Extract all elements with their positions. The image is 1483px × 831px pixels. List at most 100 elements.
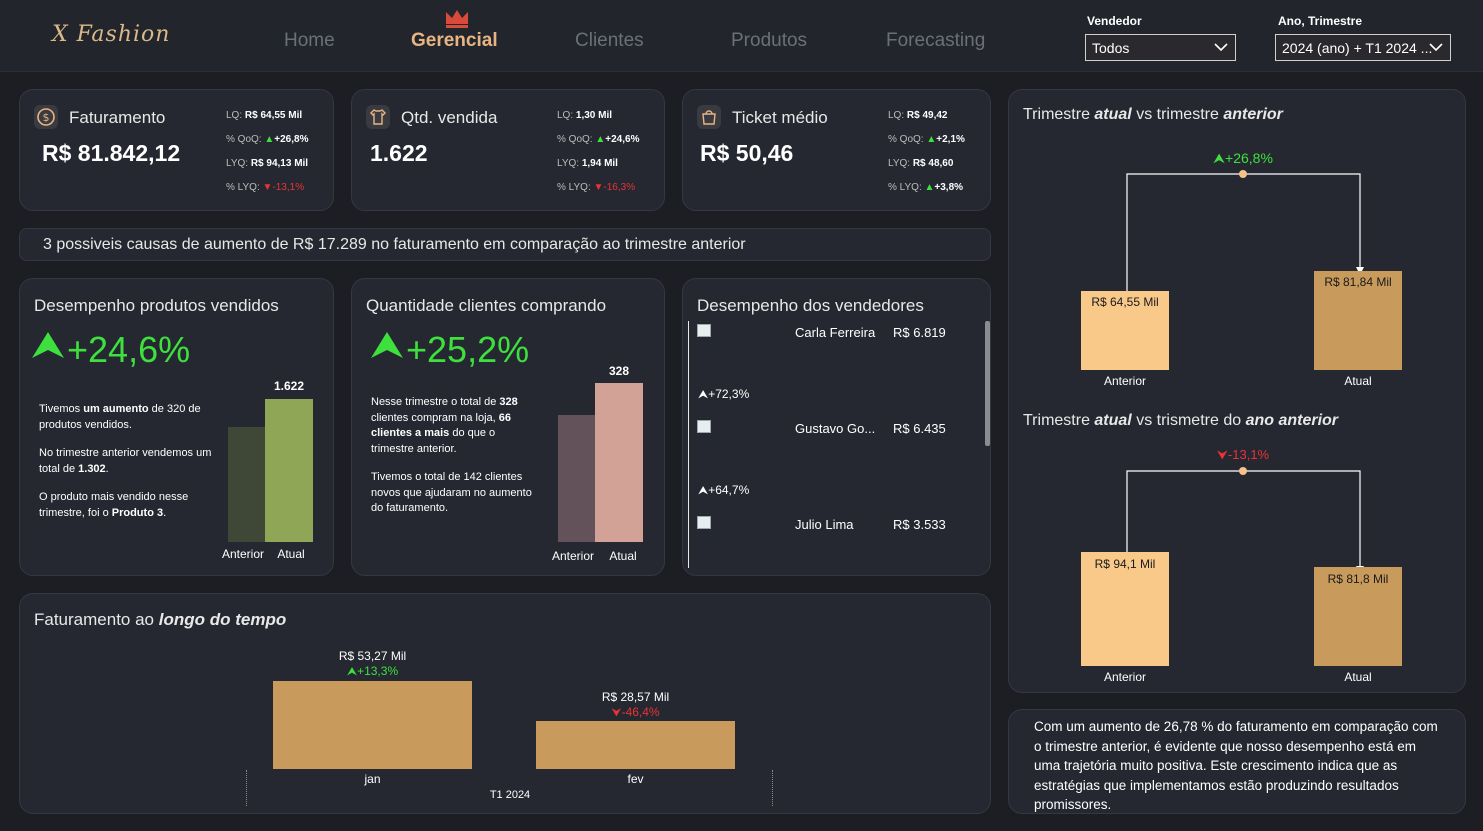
periodo-select[interactable]: 2024 (ano) + T1 2024 ... <box>1275 34 1451 61</box>
shirt-icon <box>366 105 390 129</box>
nav-clientes[interactable]: Clientes <box>575 30 644 51</box>
kpi-plyq: % LYQ: ▲+3,8% <box>888 182 964 193</box>
section-title: Quantidade clientes comprando <box>366 296 607 315</box>
bar-value-label: R$ 53,27 Mil <box>338 649 407 663</box>
kpi-title: Ticket médio <box>732 108 828 127</box>
bar-value-label: R$ 64,55 Mil <box>1091 295 1159 309</box>
periodo-label: Ano, Trimestre <box>1278 14 1363 28</box>
banner: 3 possiveis causas de aumento de R$ 17.2… <box>19 228 991 261</box>
arrow-up-icon <box>32 332 64 358</box>
bar-atual <box>595 383 643 542</box>
bar-anterior <box>228 427 265 542</box>
section-title: Trimestre atual vs trimestre anterior <box>1023 106 1283 123</box>
broken-image-icon <box>697 420 711 433</box>
kpi-lyq: LYQ: R$ 48,60 <box>888 158 954 169</box>
chevron-down-icon <box>1214 43 1228 52</box>
svg-text:$: $ <box>43 111 50 124</box>
vendor-name: Julio Lima <box>795 517 854 532</box>
kpi-qoq: % QoQ: ▲+26,8% <box>226 134 309 145</box>
bar-anterior <box>558 415 595 542</box>
kpi-card-qtd: Qtd. vendida 1.622 LQ: 1,30 Mil % QoQ: ▲… <box>351 89 665 211</box>
vendor-value: R$ 3.533 <box>893 517 946 532</box>
bar-jan <box>273 681 472 769</box>
clientes-card: Quantidade clientes comprando +25,2% Nes… <box>351 278 665 576</box>
axis-label-atual: Atual <box>1344 374 1372 388</box>
top-bar: X Fashion Home Gerencial Clientes Produt… <box>0 0 1483 72</box>
crown-icon <box>446 10 468 28</box>
produtos-description: Tivemos um aumento de 320 de produtos ve… <box>39 403 212 519</box>
axis-label-anterior: Anterior <box>1103 670 1147 684</box>
kpi-value: R$ 50,46 <box>700 140 794 166</box>
axis-label-jan: jan <box>364 772 381 786</box>
section-title: Desempenho dos vendedores <box>697 296 924 315</box>
pct-change: +25,2% <box>406 329 530 370</box>
kpi-lyq: LYQ: R$ 94,13 Mil <box>226 158 309 169</box>
kpi-plyq: % LYQ: ▼-13,1% <box>226 182 305 193</box>
kpi-lq: LQ: 1,30 Mil <box>557 110 613 121</box>
broken-image-icon <box>697 516 711 529</box>
produtos-card: Desempenho produtos vendidos +24,6% Tive… <box>19 278 334 576</box>
pct-label: ⮝+26,8% <box>1213 150 1273 166</box>
banner-text: 3 possiveis causas de aumento de R$ 17.2… <box>43 236 746 253</box>
chevron-down-icon <box>1429 43 1443 52</box>
axis-label-anterior: Anterior <box>221 547 265 561</box>
axis-label-fev: fev <box>627 772 644 786</box>
nav-produtos[interactable]: Produtos <box>731 30 808 51</box>
bar-fev <box>536 721 735 769</box>
axis-label-atual: Atual <box>609 549 637 563</box>
nav-forecasting[interactable]: Forecasting <box>886 30 986 51</box>
periodo-value: 2024 (ano) + T1 2024 ... <box>1282 40 1433 56</box>
bar-atual <box>1314 271 1402 370</box>
kpi-lq: LQ: R$ 64,55 Mil <box>226 110 303 121</box>
vendedores-card: Desempenho dos vendedores Carla Ferreira… <box>682 278 991 576</box>
vendedor-value: Todos <box>1092 40 1130 56</box>
kpi-plyq: % LYQ: ▼-16,3% <box>557 182 636 193</box>
kpi-qoq: % QoQ: ▲+24,6% <box>557 134 640 145</box>
vendor-value: R$ 6.435 <box>893 421 946 436</box>
kpi-title: Faturamento <box>69 108 166 127</box>
axis-divider <box>246 770 247 806</box>
arrow-up-icon <box>371 332 403 358</box>
nav-gerencial[interactable]: Gerencial <box>411 30 498 51</box>
vendedor-select[interactable]: Todos <box>1085 34 1236 61</box>
bar-atual <box>1314 567 1402 666</box>
axis-label-anterior: Anterior <box>1103 374 1147 388</box>
axis-divider <box>772 770 773 806</box>
list-divider <box>688 321 689 568</box>
kpi-title: Qtd. vendida <box>401 108 498 127</box>
axis-label-anterior: Anterior <box>551 549 595 563</box>
kpi-value: R$ 81.842,12 <box>42 140 181 166</box>
bar-atual <box>265 399 313 542</box>
vendor-pct: ⮝+72,3% <box>698 387 750 401</box>
kpi-card-ticket: Ticket médio R$ 50,46 LQ: R$ 49,42 % QoQ… <box>682 89 991 211</box>
kpi-lq: LQ: R$ 49,42 <box>888 110 948 121</box>
bar-value-label: 1.622 <box>273 379 305 393</box>
shopping-bag-icon <box>697 105 721 129</box>
kpi-lyq: LYQ: 1,94 Mil <box>557 158 618 169</box>
vendor-name: Gustavo Go... <box>795 421 876 436</box>
logo: X Fashion <box>52 22 171 47</box>
vendedor-label: Vendedor <box>1087 14 1142 28</box>
vendor-value: R$ 6.819 <box>893 325 946 340</box>
bar-value-label: 328 <box>608 364 630 378</box>
bar-anterior <box>1081 291 1169 370</box>
nav-home[interactable]: Home <box>284 30 335 51</box>
pct-label: ⮟-13,1% <box>1216 447 1270 462</box>
bar-value-label: R$ 81,8 Mil <box>1327 572 1389 586</box>
pct-change: +24,6% <box>67 329 191 370</box>
axis-period-label: T1 2024 <box>489 789 531 801</box>
section-title: Desempenho produtos vendidos <box>34 296 279 315</box>
section-title: Trimestre atual vs trismetre do ano ante… <box>1023 412 1339 429</box>
dollar-coin-icon: $ <box>34 105 58 129</box>
vendor-name: Carla Ferreira <box>795 325 876 340</box>
pct-label: ⮝+13,3% <box>346 664 399 678</box>
scrollbar[interactable] <box>985 321 990 446</box>
comparison-card: Trimestre atual vs trimestre anterior ⮝+… <box>1008 89 1466 693</box>
bar-value-label: R$ 94,1 Mil <box>1094 557 1156 571</box>
tempo-card: Faturamento ao longo do tempo R$ 53,27 M… <box>19 593 991 814</box>
section-title: Faturamento ao longo do tempo <box>34 610 287 629</box>
summary-card: Com um aumento de 26,78 % do faturamento… <box>1008 709 1466 814</box>
bar-value-label: R$ 28,57 Mil <box>601 690 670 704</box>
pct-label: ⮟-46,4% <box>611 705 660 719</box>
kpi-qoq: % QoQ: ▲+2,1% <box>888 134 965 145</box>
